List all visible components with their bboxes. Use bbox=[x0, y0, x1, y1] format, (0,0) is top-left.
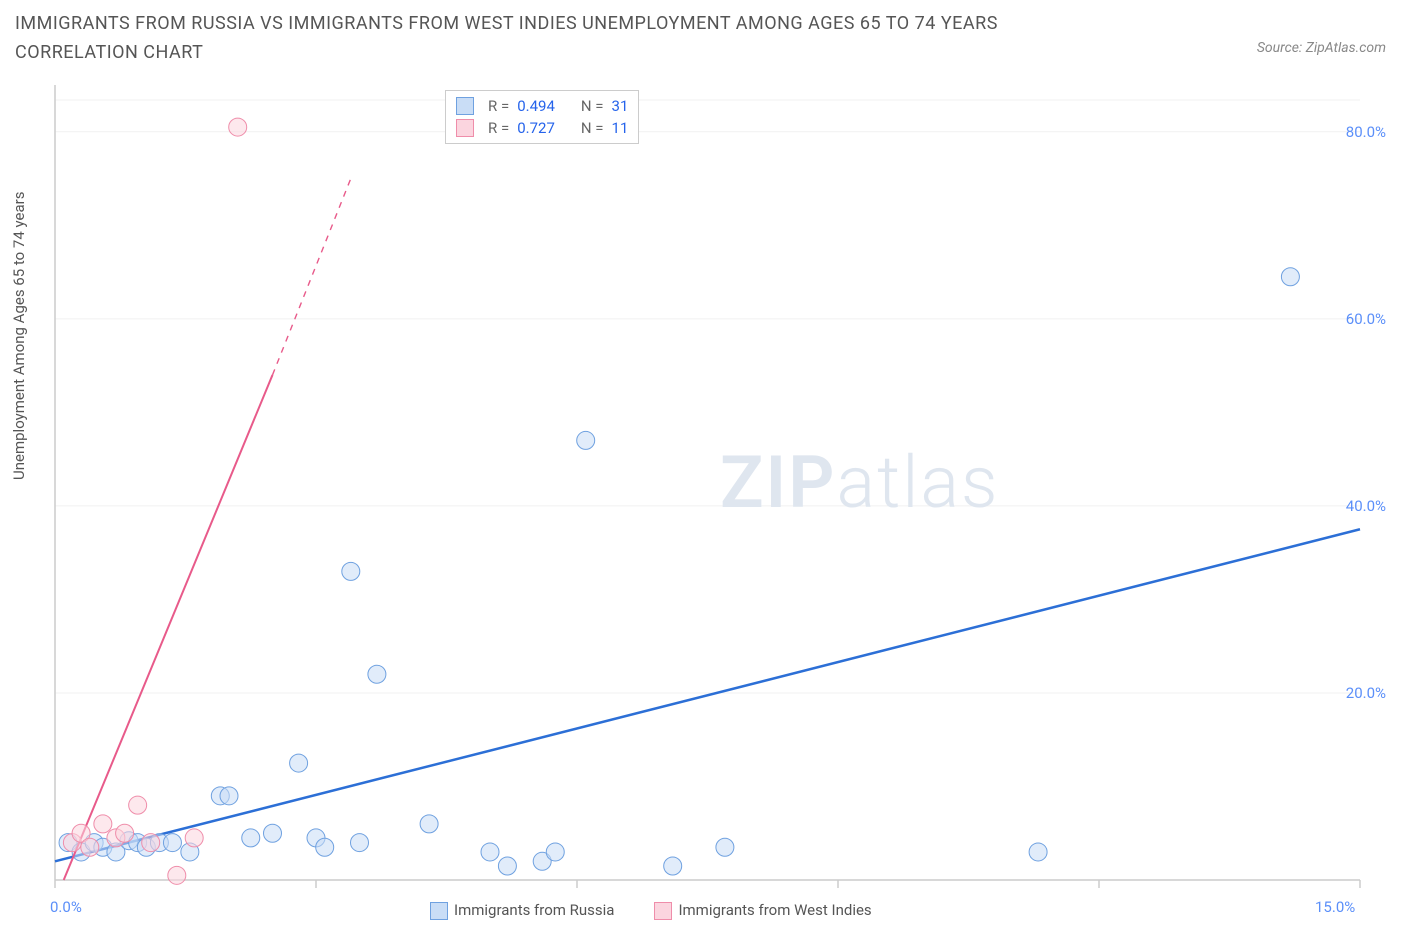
legend-swatch bbox=[654, 902, 672, 920]
stat-legend-row: R = 0.494 N = 31 bbox=[456, 95, 628, 117]
stat-n-value: 11 bbox=[612, 119, 629, 137]
stat-r-value: 0.727 bbox=[517, 119, 555, 137]
stat-n-label: N = bbox=[581, 97, 604, 115]
legend-swatch bbox=[430, 902, 448, 920]
bottom-legend-item: Immigrants from West Indies bbox=[654, 901, 871, 920]
stat-legend-row: R = 0.727 N = 11 bbox=[456, 117, 628, 139]
y-tick-label: 60.0% bbox=[1346, 310, 1386, 328]
y-tick-label: 20.0% bbox=[1346, 684, 1386, 702]
bottom-legend-item: Immigrants from Russia bbox=[430, 901, 614, 920]
y-axis-label: Unemployment Among Ages 65 to 74 years bbox=[10, 192, 28, 480]
legend-swatch bbox=[456, 119, 474, 137]
x-tick-label: 0.0% bbox=[50, 898, 82, 916]
stat-r-value: 0.494 bbox=[517, 97, 555, 115]
y-tick-label: 80.0% bbox=[1346, 123, 1386, 141]
bottom-legend: Immigrants from Russia Immigrants from We… bbox=[430, 901, 872, 920]
stat-r-label: R = bbox=[488, 119, 509, 137]
legend-swatch bbox=[456, 97, 474, 115]
bottom-legend-label: Immigrants from West Indies bbox=[678, 901, 871, 919]
stat-r-label: R = bbox=[488, 97, 509, 115]
stat-n-value: 31 bbox=[612, 97, 629, 115]
bottom-legend-label: Immigrants from Russia bbox=[454, 901, 614, 919]
x-tick-label: 15.0% bbox=[1315, 898, 1355, 916]
stat-legend: R = 0.494 N = 31 R = 0.727 N = 11 bbox=[445, 90, 639, 144]
chart-svg bbox=[0, 0, 1406, 930]
stat-n-label: N = bbox=[581, 119, 604, 137]
y-tick-label: 40.0% bbox=[1346, 497, 1386, 515]
